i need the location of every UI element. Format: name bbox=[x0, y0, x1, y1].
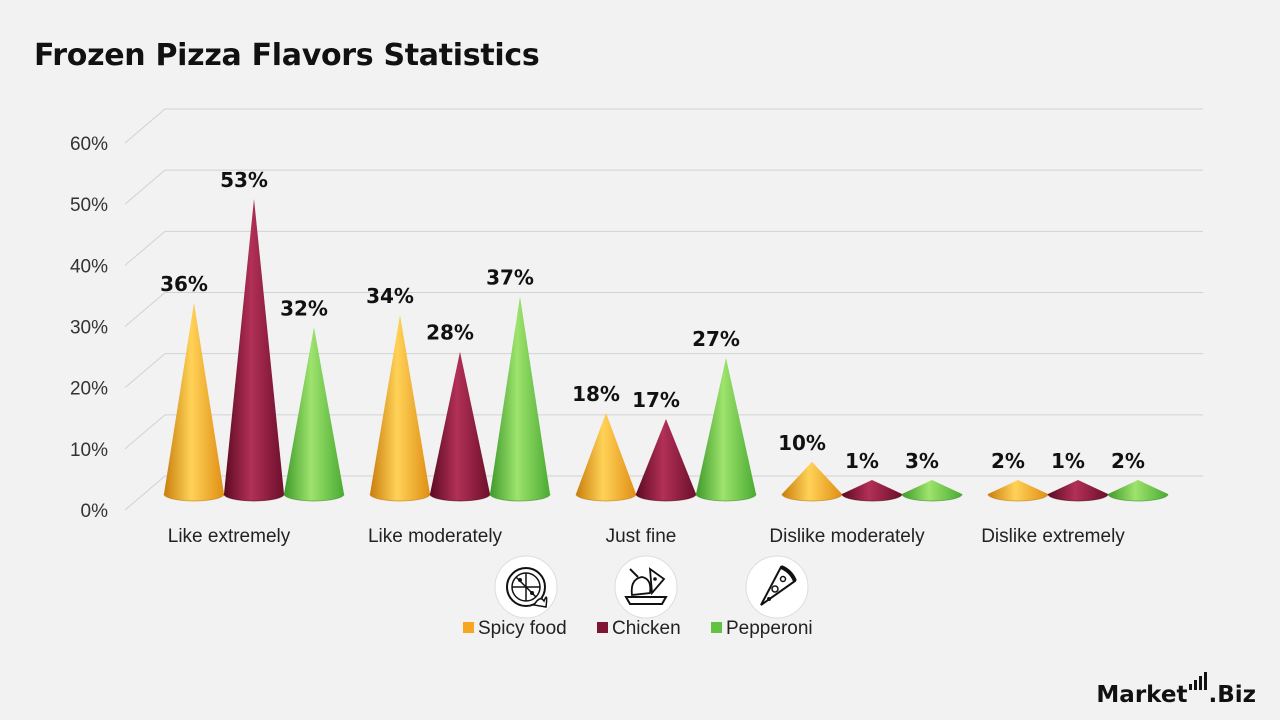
legend-swatch-chicken bbox=[597, 622, 608, 633]
cone-pepperoni-1 bbox=[489, 296, 551, 502]
category-label-2: Just fine bbox=[606, 526, 677, 547]
pizza-fire-icon bbox=[494, 555, 558, 619]
gridline bbox=[124, 414, 1203, 450]
data-label-chicken-3: 1% bbox=[845, 449, 879, 473]
data-label-spicy-4: 2% bbox=[991, 449, 1025, 473]
cone-spicy-0 bbox=[163, 302, 225, 502]
data-label-pepperoni-1: 37% bbox=[486, 266, 534, 290]
category-label-1: Like moderately bbox=[368, 526, 503, 547]
gridline bbox=[124, 475, 1203, 511]
cone-spicy-2 bbox=[575, 412, 637, 502]
chicken-plate-icon bbox=[614, 555, 678, 619]
data-label-spicy-3: 10% bbox=[778, 431, 826, 455]
legend-label-pepperoni: Pepperoni bbox=[726, 618, 813, 639]
cone-pepperoni-3 bbox=[901, 480, 963, 502]
data-label-spicy-2: 18% bbox=[572, 382, 620, 406]
cone-pepperoni-2 bbox=[695, 357, 757, 502]
cone-chicken-1 bbox=[429, 351, 491, 502]
data-label-chicken-2: 17% bbox=[632, 388, 680, 412]
data-label-spicy-0: 36% bbox=[160, 272, 208, 296]
brand-name-main: Market bbox=[1096, 682, 1188, 708]
y-tick-label: 50% bbox=[70, 195, 108, 216]
category-label-0: Like extremely bbox=[168, 526, 291, 547]
cone-pepperoni-4 bbox=[1107, 480, 1169, 502]
legend-label-spicy: Spicy food bbox=[478, 618, 567, 639]
brand-logo: Market .Biz bbox=[1096, 672, 1256, 708]
gridline bbox=[124, 108, 1203, 144]
brand-name-suffix: .Biz bbox=[1208, 682, 1256, 708]
category-label-3: Dislike moderately bbox=[769, 526, 925, 547]
data-label-chicken-0: 53% bbox=[220, 168, 268, 192]
data-label-chicken-4: 1% bbox=[1051, 449, 1085, 473]
gridline bbox=[124, 169, 1203, 205]
cone-spicy-3 bbox=[781, 461, 843, 502]
gridline bbox=[124, 353, 1203, 389]
y-tick-label: 0% bbox=[81, 501, 109, 522]
pizza-slice-icon bbox=[745, 555, 809, 619]
legend-swatch-spicy bbox=[463, 622, 474, 633]
y-tick-label: 40% bbox=[70, 256, 108, 277]
cone-chicken-2 bbox=[635, 419, 697, 502]
data-label-pepperoni-3: 3% bbox=[905, 449, 939, 473]
y-tick-label: 10% bbox=[70, 440, 108, 461]
data-label-pepperoni-4: 2% bbox=[1111, 449, 1145, 473]
cone-pepperoni-0 bbox=[283, 327, 345, 502]
cone-chicken-0 bbox=[223, 198, 285, 502]
data-label-spicy-1: 34% bbox=[366, 284, 414, 308]
cone-chicken-4 bbox=[1047, 480, 1109, 502]
category-label-4: Dislike extremely bbox=[981, 526, 1125, 547]
y-tick-label: 60% bbox=[70, 134, 108, 155]
chart-title: Frozen Pizza Flavors Statistics bbox=[34, 38, 540, 73]
data-label-chicken-1: 28% bbox=[426, 321, 474, 345]
cone-chicken-3 bbox=[841, 480, 903, 502]
data-label-pepperoni-0: 32% bbox=[280, 296, 328, 320]
data-label-pepperoni-2: 27% bbox=[692, 327, 740, 351]
brand-bars-icon bbox=[1189, 672, 1208, 690]
y-tick-label: 30% bbox=[70, 318, 108, 339]
cone-spicy-4 bbox=[987, 480, 1049, 502]
legend-label-chicken: Chicken bbox=[612, 618, 681, 639]
cone-spicy-1 bbox=[369, 315, 431, 502]
gridline bbox=[124, 230, 1203, 266]
gridline bbox=[124, 292, 1203, 327]
y-tick-label: 20% bbox=[70, 379, 108, 400]
legend: Spicy food Chicken Pepperoni bbox=[463, 618, 813, 639]
legend-swatch-pepperoni bbox=[711, 622, 722, 633]
